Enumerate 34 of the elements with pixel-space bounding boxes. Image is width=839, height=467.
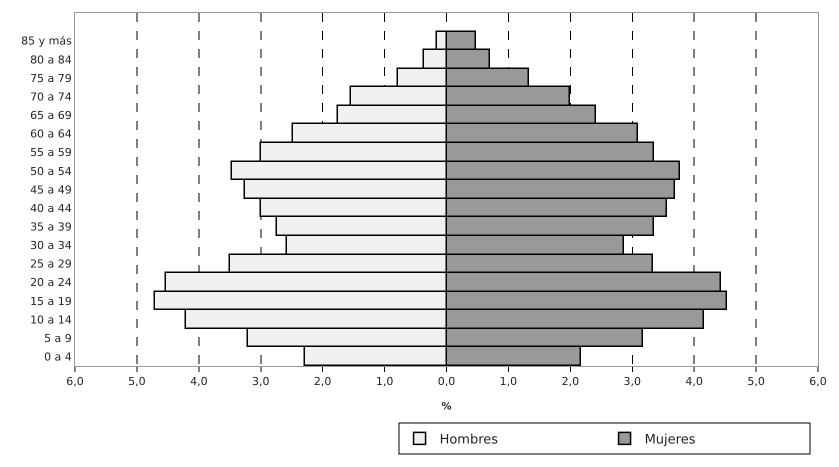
y-tick-label: 5 a 9 [44, 332, 72, 345]
x-tick-label: 4,0 [685, 375, 703, 388]
x-tick-label: 0,0 [438, 375, 456, 388]
legend-label: Mujeres [644, 432, 696, 448]
x-tick-label: 4,0 [190, 375, 208, 388]
y-tick-label: 55 a 59 [30, 146, 72, 160]
y-tick-label: 80 a 84 [30, 53, 72, 66]
y-tick-label: 85 y más [21, 34, 72, 48]
y-tick-label: 20 a 24 [30, 276, 72, 290]
y-tick-label: 35 a 39 [30, 220, 72, 234]
x-tick-label: 5,0 [128, 375, 146, 388]
y-tick-label: 10 a 14 [30, 313, 72, 326]
x-axis-title: % [441, 402, 452, 413]
y-tick-label: 0 a 4 [44, 350, 72, 364]
x-tick-label: 3,0 [624, 375, 641, 388]
y-tick-label: 60 a 64 [30, 128, 72, 141]
y-tick-label: 70 a 74 [30, 90, 72, 104]
x-tick-label: 6,0 [809, 375, 827, 388]
y-tick-label: 50 a 54 [30, 164, 72, 178]
x-tick-label: 5,0 [747, 375, 765, 388]
x-tick-label: 2,0 [314, 375, 332, 388]
x-tick-label: 3,0 [252, 375, 270, 388]
y-tick-label: 45 a 49 [30, 183, 72, 196]
x-tick-label: 2,0 [562, 375, 580, 388]
y-tick-label: 25 a 29 [30, 258, 72, 271]
y-tick-label: 30 a 34 [30, 239, 72, 252]
y-tick-label: 40 a 44 [30, 202, 72, 215]
x-tick-label: 6,0 [66, 375, 84, 388]
x-tick-label: 1,0 [500, 375, 518, 388]
legend-label: Hombres [440, 432, 498, 448]
x-tick-label: 1,0 [376, 375, 394, 388]
y-tick-label: 65 a 69 [30, 109, 72, 122]
y-tick-label: 75 a 79 [30, 72, 72, 85]
y-tick-label: 15 a 19 [30, 294, 72, 308]
